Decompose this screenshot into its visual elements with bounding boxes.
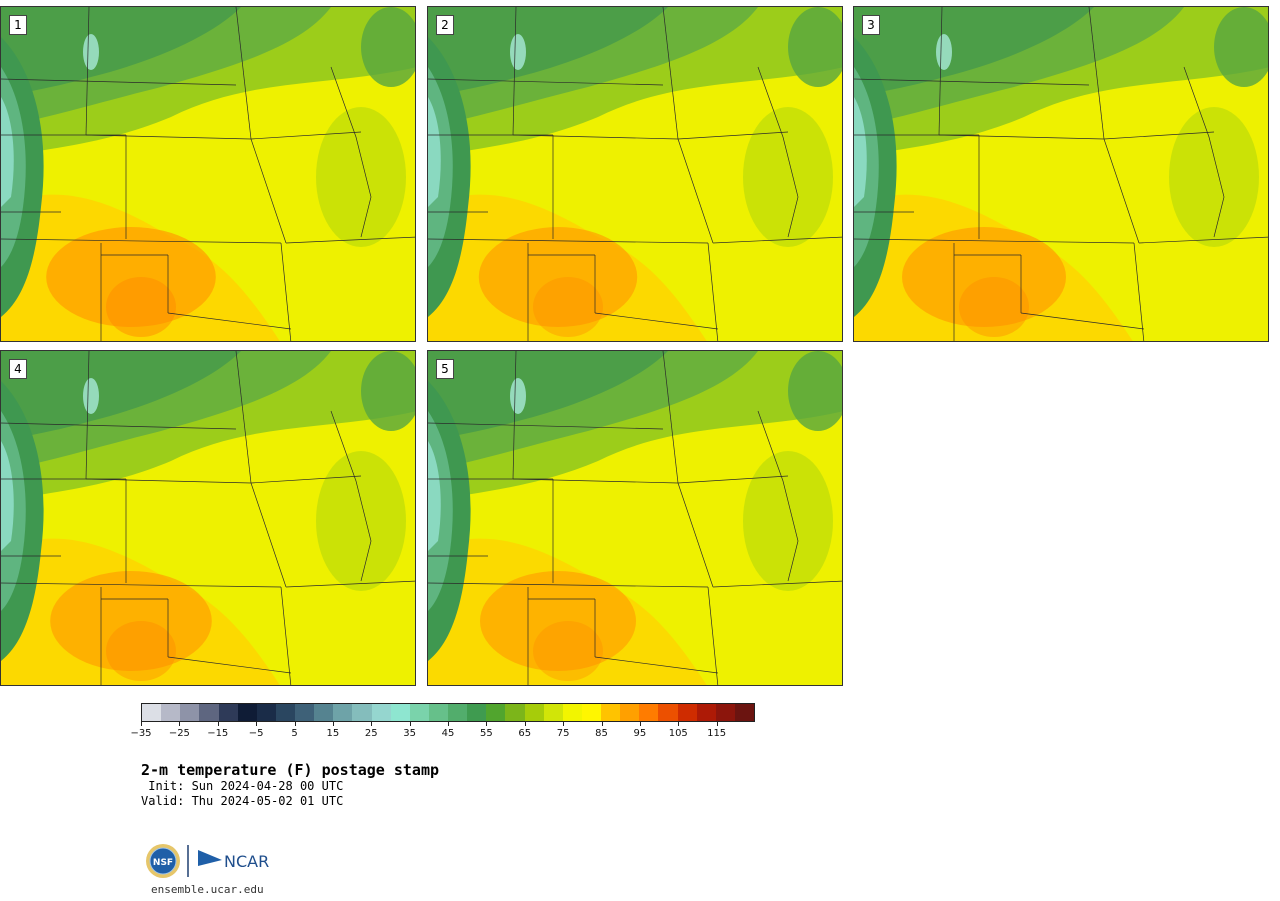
state-borders	[854, 7, 1268, 341]
colorbar-swatch	[314, 704, 334, 721]
colorbar-tick	[409, 722, 411, 726]
colorbar-swatch	[524, 704, 544, 721]
colorbar-swatch	[677, 704, 697, 721]
colorbar-tick-label: 45	[441, 728, 455, 739]
colorbar-swatch	[715, 704, 735, 721]
colorbar-swatch	[390, 704, 410, 721]
state-borders	[1, 7, 415, 341]
colorbar-tick	[524, 722, 526, 726]
temperature-map	[854, 7, 1268, 341]
colorbar-swatch	[505, 704, 525, 721]
colorbar-tick	[716, 722, 718, 726]
temperature-map	[1, 351, 415, 685]
ncar-wordmark: NCAR	[224, 852, 269, 871]
nsf-seal-icon	[146, 844, 180, 878]
panel-number: 1	[9, 15, 27, 35]
colorbar-swatch	[352, 704, 372, 721]
figure-title: 2-m temperature (F) postage stamp	[141, 761, 440, 779]
colorbar-swatch	[486, 704, 506, 721]
colorbar-tick	[486, 722, 488, 726]
colorbar-swatch	[734, 704, 754, 721]
colorbar-swatch	[428, 704, 448, 721]
colorbar-swatch	[333, 704, 353, 721]
temperature-map	[428, 7, 842, 341]
colorbar-swatch	[142, 704, 162, 721]
nsf-ncar-logo: NSF NCAR	[146, 844, 269, 878]
colorbar-tick	[141, 722, 142, 726]
colorbar-tick	[332, 722, 334, 726]
colorbar-ticks: −35 −25 −15 −5 5 15 25 35 45 55 65 75 85 95 105 115	[130, 722, 755, 742]
colorbar-tick	[179, 722, 181, 726]
colorbar-swatch	[562, 704, 582, 721]
panel-number: 4	[9, 359, 27, 379]
temperature-map	[428, 351, 842, 685]
colorbar-swatch	[218, 704, 238, 721]
colorbar-tick	[256, 722, 258, 726]
website-label: ensemble.ucar.edu	[151, 883, 264, 896]
panel-number: 3	[862, 15, 880, 35]
colorbar-swatch	[295, 704, 315, 721]
colorbar-tick-label: 105	[668, 728, 688, 739]
colorbar-swatch	[199, 704, 219, 721]
colorbar-tick-label: 65	[518, 728, 532, 739]
forecast-panel-4: 4	[0, 350, 416, 686]
colorbar-tick-label: −35	[130, 728, 152, 739]
colorbar-tick-label: −5	[248, 728, 264, 739]
colorbar-swatch	[371, 704, 391, 721]
temperature-map	[1, 7, 415, 341]
colorbar-swatch	[601, 704, 621, 721]
colorbar-swatch	[658, 704, 678, 721]
valid-time: Valid: Thu 2024-05-02 01 UTC	[141, 794, 344, 808]
forecast-panel-3: 3	[853, 6, 1269, 342]
colorbar-swatch	[237, 704, 257, 721]
colorbar-tick-label: 25	[364, 728, 378, 739]
colorbar-tick	[448, 722, 449, 726]
state-borders	[428, 351, 842, 685]
colorbar-swatch	[409, 704, 429, 721]
colorbar-tick-label: 55	[480, 728, 493, 739]
colorbar-swatch	[256, 704, 276, 721]
colorbar-tick	[371, 722, 373, 726]
colorbar-swatch	[696, 704, 716, 721]
colorbar-tick-label: 95	[633, 728, 647, 739]
forecast-panel-1: 1	[0, 6, 416, 342]
colorbar-tick	[563, 722, 565, 726]
colorbar-swatch	[275, 704, 295, 721]
colorbar-tick	[294, 722, 296, 726]
colorbar-tick-label: 15	[326, 728, 340, 739]
colorbar-swatch	[620, 704, 640, 721]
forecast-panel-5: 5	[427, 350, 843, 686]
state-borders	[1, 351, 415, 685]
colorbar-tick-label: 35	[403, 728, 416, 739]
nsf-seal-text: NSF	[153, 858, 173, 868]
colorbar-tick	[639, 722, 641, 726]
colorbar-swatch	[448, 704, 468, 721]
colorbar-tick-label: 85	[595, 728, 608, 739]
colorbar-swatch	[161, 704, 181, 721]
forecast-panel-2: 2	[427, 6, 843, 342]
colorbar-swatch	[467, 704, 487, 721]
panel-number: 5	[436, 359, 454, 379]
colorbar-tick	[217, 722, 219, 726]
init-time: Init: Sun 2024-04-28 00 UTC	[141, 779, 344, 793]
state-borders	[428, 7, 842, 341]
panel-number: 2	[436, 15, 454, 35]
colorbar-tick-label: −25	[168, 728, 190, 739]
ncar-mark-icon	[198, 850, 222, 866]
colorbar-tick	[678, 722, 680, 726]
colorbar-swatch	[180, 704, 200, 721]
colorbar	[141, 703, 755, 722]
colorbar-tick-label: −15	[207, 728, 229, 739]
colorbar-swatch	[639, 704, 659, 721]
colorbar-swatch	[581, 704, 601, 721]
colorbar-swatch	[543, 704, 563, 721]
colorbar-tick-label: 5	[291, 728, 298, 739]
colorbar-tick-label: 115	[707, 728, 727, 739]
colorbar-tick-label: 75	[556, 728, 570, 739]
colorbar-tick	[601, 722, 603, 726]
